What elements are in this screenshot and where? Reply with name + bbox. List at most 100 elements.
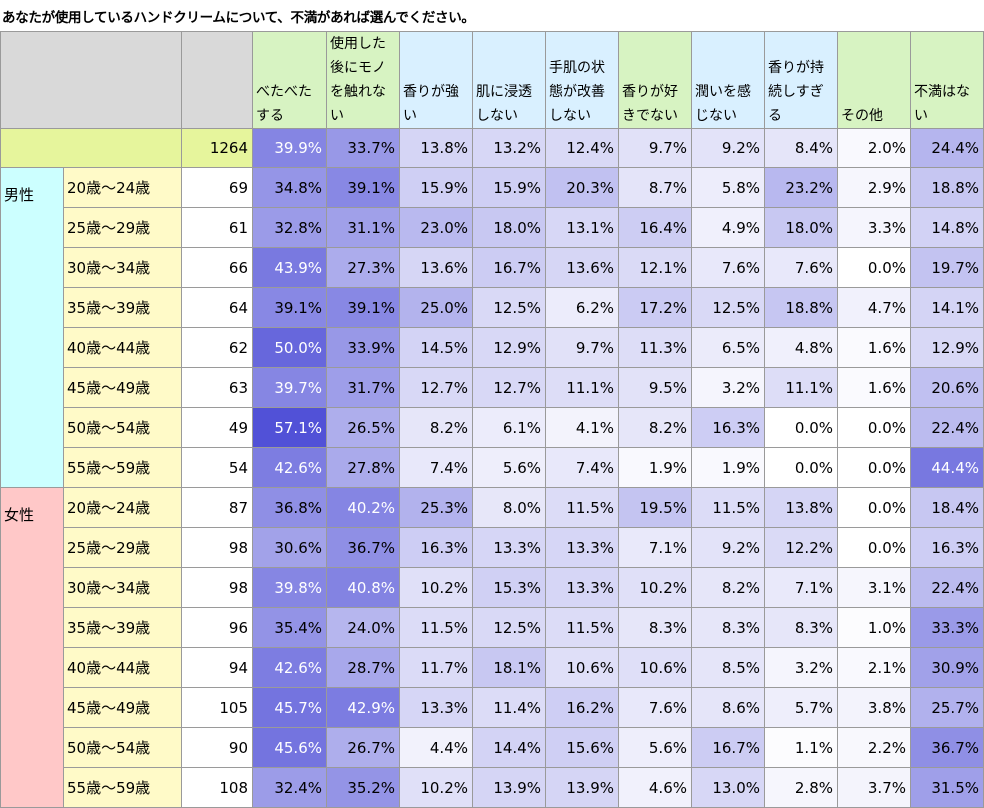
value-cell: 13.6% — [545, 247, 619, 288]
table-row: 25歳～29歳 61 32.8% 31.1% 23.0% 18.0% 13.1% 16.4% 4… — [1, 207, 984, 248]
value-cell: 18.1% — [472, 647, 546, 688]
value-cell: 0.0% — [837, 487, 911, 528]
total-value: 24.4% — [910, 128, 984, 168]
value-cell: 17.2% — [618, 287, 692, 328]
value-cell: 22.4% — [910, 407, 984, 448]
age-label: 55歳～59歳 — [63, 767, 182, 808]
value-cell: 13.3% — [545, 527, 619, 568]
value-cell: 13.0% — [691, 767, 765, 808]
value-cell: 15.3% — [472, 567, 546, 608]
table-row: 50歳～54歳 49 57.1% 26.5% 8.2% 6.1% 4.1% 8.2% 16.3%… — [1, 407, 984, 448]
value-cell: 7.4% — [545, 447, 619, 488]
value-cell: 10.6% — [545, 647, 619, 688]
value-cell: 45.7% — [252, 687, 327, 728]
value-cell: 11.1% — [764, 367, 838, 408]
value-cell: 15.9% — [472, 167, 546, 208]
col-header: その他 — [837, 31, 911, 129]
value-cell: 16.4% — [618, 207, 692, 248]
age-label: 20歳～24歳 — [63, 167, 182, 208]
total-value: 9.2% — [691, 128, 765, 168]
total-value: 9.7% — [618, 128, 692, 168]
value-cell: 35.4% — [252, 607, 327, 648]
value-cell: 6.5% — [691, 327, 765, 368]
col-header: 潤いを感じない — [691, 31, 765, 129]
value-cell: 18.8% — [910, 167, 984, 208]
value-cell: 8.5% — [691, 647, 765, 688]
value-cell: 4.1% — [545, 407, 619, 448]
value-cell: 0.0% — [837, 247, 911, 288]
value-cell: 6.2% — [545, 287, 619, 328]
value-cell: 25.3% — [399, 487, 473, 528]
value-cell: 2.8% — [764, 767, 838, 808]
table-row: 35歳～39歳 96 35.4% 24.0% 11.5% 12.5% 11.5% 8.3% 8.… — [1, 607, 984, 648]
age-label: 25歳～29歳 — [63, 207, 182, 248]
sample-count: 98 — [181, 567, 253, 608]
value-cell: 8.7% — [618, 167, 692, 208]
value-cell: 14.4% — [472, 727, 546, 768]
value-cell: 1.1% — [764, 727, 838, 768]
value-cell: 12.7% — [399, 367, 473, 408]
sample-count: 54 — [181, 447, 253, 488]
total-label-cell — [0, 128, 182, 168]
value-cell: 25.0% — [399, 287, 473, 328]
header-blank-cell — [0, 31, 182, 129]
value-cell: 8.3% — [764, 607, 838, 648]
value-cell: 39.1% — [326, 287, 400, 328]
sample-count: 61 — [181, 207, 253, 248]
header-n-cell — [181, 31, 253, 129]
value-cell: 39.1% — [252, 287, 327, 328]
value-cell: 31.7% — [326, 367, 400, 408]
value-cell: 23.0% — [399, 207, 473, 248]
value-cell: 16.3% — [691, 407, 765, 448]
age-label: 45歳～49歳 — [63, 687, 182, 728]
value-cell: 5.6% — [618, 727, 692, 768]
total-value: 12.4% — [545, 128, 619, 168]
total-row: 1264 39.9% 33.7% 13.8% 13.2% 12.4% 9.7% 9.2% 8.4… — [0, 128, 984, 168]
value-cell: 27.3% — [326, 247, 400, 288]
value-cell: 10.6% — [618, 647, 692, 688]
group-label: 女性 — [0, 487, 64, 808]
value-cell: 57.1% — [252, 407, 327, 448]
value-cell: 20.6% — [910, 367, 984, 408]
age-label: 20歳～24歳 — [63, 487, 182, 528]
age-label: 25歳～29歳 — [63, 527, 182, 568]
value-cell: 18.4% — [910, 487, 984, 528]
value-cell: 34.8% — [252, 167, 327, 208]
value-cell: 1.0% — [837, 607, 911, 648]
sample-count: 64 — [181, 287, 253, 328]
value-cell: 24.0% — [326, 607, 400, 648]
value-cell: 13.8% — [764, 487, 838, 528]
value-cell: 22.4% — [910, 567, 984, 608]
value-cell: 12.9% — [472, 327, 546, 368]
col-header: 不満はない — [910, 31, 984, 129]
value-cell: 26.5% — [326, 407, 400, 448]
value-cell: 12.5% — [691, 287, 765, 328]
value-cell: 33.3% — [910, 607, 984, 648]
value-cell: 0.0% — [837, 447, 911, 488]
table-row: 40歳～44歳 62 50.0% 33.9% 14.5% 12.9% 9.7% 11.3% 6.… — [1, 327, 984, 368]
table-title: あなたが使用しているハンドクリームについて、不満があれば選んでください。 — [2, 10, 475, 26]
total-count: 1264 — [181, 128, 253, 168]
table-row: 45歳～49歳 105 45.7% 42.9% 13.3% 11.4% 16.2% 7.6% 8… — [1, 687, 984, 728]
value-cell: 3.2% — [691, 367, 765, 408]
value-cell: 2.9% — [837, 167, 911, 208]
value-cell: 35.2% — [326, 767, 400, 808]
total-value: 13.2% — [472, 128, 546, 168]
value-cell: 7.1% — [764, 567, 838, 608]
group-label: 男性 — [0, 167, 64, 488]
value-cell: 12.2% — [764, 527, 838, 568]
sample-count: 87 — [181, 487, 253, 528]
age-label: 40歳～44歳 — [63, 647, 182, 688]
sample-count: 90 — [181, 727, 253, 768]
value-cell: 45.6% — [252, 727, 327, 768]
value-cell: 8.2% — [399, 407, 473, 448]
value-cell: 3.1% — [837, 567, 911, 608]
value-cell: 13.6% — [399, 247, 473, 288]
value-cell: 9.7% — [545, 327, 619, 368]
value-cell: 15.9% — [399, 167, 473, 208]
value-cell: 33.9% — [326, 327, 400, 368]
value-cell: 14.5% — [399, 327, 473, 368]
col-header: 使用した後にモノを触れない — [326, 31, 400, 129]
value-cell: 11.5% — [399, 607, 473, 648]
value-cell: 10.2% — [399, 767, 473, 808]
